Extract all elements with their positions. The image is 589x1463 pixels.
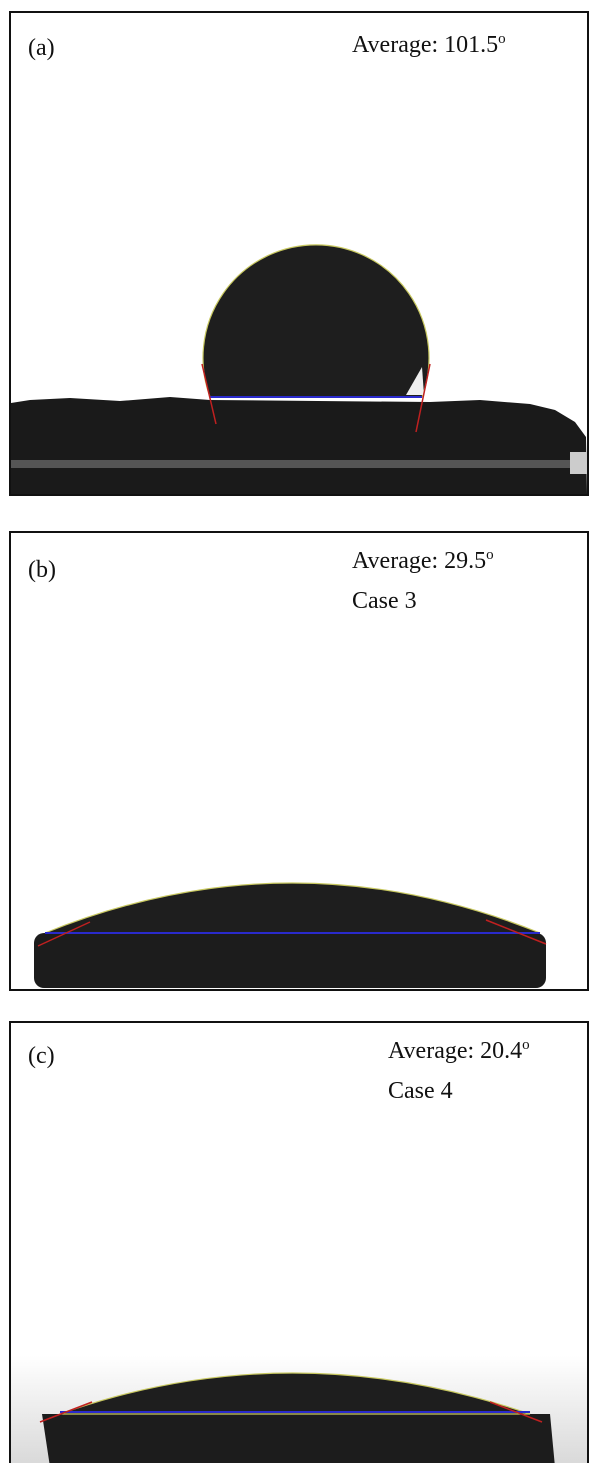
panel-label: (c) (28, 1043, 55, 1069)
degree-symbol: o (486, 547, 494, 563)
panel-a: (a) Average: 101.5o (10, 12, 588, 495)
figure: (a) Average: 101.5o (b) Average: 29.5o C… (0, 0, 589, 1463)
page: (a) Average: 101.5o (b) Average: 29.5o C… (0, 0, 589, 1463)
panel-b: (b) Average: 29.5o Case 3 (10, 532, 588, 990)
average-text: Average: 101.5 (352, 32, 498, 58)
case-label: Case 4 (388, 1078, 453, 1104)
substrate (34, 933, 546, 988)
panel-label: (b) (28, 557, 56, 583)
average-text: Average: 20.4 (388, 1038, 522, 1064)
panel-c: (c) Average: 20.4o Case 4 (10, 1022, 588, 1463)
substrate-edge (11, 460, 587, 468)
degree-symbol: o (522, 1037, 530, 1053)
average-text: Average: 29.5 (352, 548, 486, 574)
degree-symbol: o (498, 31, 506, 47)
average-angle: Average: 20.4o (388, 1037, 530, 1064)
case-label: Case 3 (352, 588, 417, 614)
substrate (11, 397, 587, 494)
average-angle: Average: 29.5o (352, 547, 494, 574)
panel-label: (a) (28, 35, 55, 61)
average-angle: Average: 101.5o (352, 31, 506, 58)
substrate (42, 1414, 555, 1463)
reflection (570, 452, 587, 474)
